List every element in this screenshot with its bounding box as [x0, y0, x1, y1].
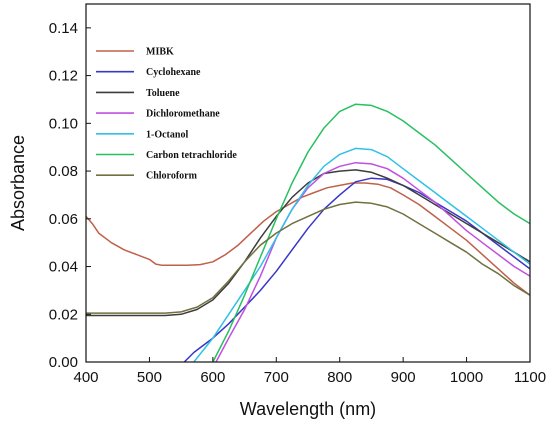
legend-label-2: Toluene	[146, 88, 180, 99]
x-tick-label-6: 1000	[450, 369, 483, 386]
y-tick-label-5: 0.10	[49, 115, 78, 132]
x-tick-label-5: 900	[391, 369, 416, 386]
series-line-6	[86, 201, 530, 314]
legend-label-3: Dichloromethane	[146, 109, 220, 120]
y-axis-title: Absorbance	[8, 135, 28, 231]
x-tick-label-7: 1100	[514, 369, 546, 386]
y-tick-label-1: 0.02	[49, 306, 78, 323]
x-tick-label-0: 400	[73, 369, 98, 386]
y-tick-label-2: 0.04	[49, 259, 78, 276]
y-tick-label-3: 0.06	[49, 211, 78, 228]
x-tick-label-3: 700	[264, 369, 289, 386]
series-line-4	[193, 147, 530, 362]
axis-ticks: 400 500 600 700 800 900 1000 1100 0.00 0.02 0.04 0.…	[49, 20, 546, 386]
series-line-5	[212, 103, 530, 362]
legend-label-6: Chloroform	[146, 171, 198, 182]
x-axis-title: Wavelength (nm)	[240, 399, 376, 419]
legend-label-5: Carbon tetrachloride	[146, 150, 237, 161]
x-tick-label-1: 500	[137, 369, 162, 386]
legend-label-0: MIBK	[146, 47, 174, 58]
plot-frame	[85, 3, 531, 363]
series-lines	[86, 103, 530, 362]
y-tick-label-4: 0.08	[49, 163, 78, 180]
x-tick-label-2: 600	[200, 369, 225, 386]
series-line-1	[183, 177, 530, 362]
x-tick-label-4: 800	[327, 369, 352, 386]
y-tick-label-0: 0.00	[49, 354, 78, 371]
series-line-3	[215, 161, 530, 362]
legend-label-1: Cyclohexane	[146, 67, 201, 78]
legend: MIBK Cyclohexane Toluene Dichloromethane 1-O…	[96, 47, 237, 182]
y-tick-label-6: 0.12	[49, 68, 78, 85]
y-tick-label-7: 0.14	[49, 20, 78, 37]
legend-label-4: 1-Octanol	[146, 129, 188, 140]
